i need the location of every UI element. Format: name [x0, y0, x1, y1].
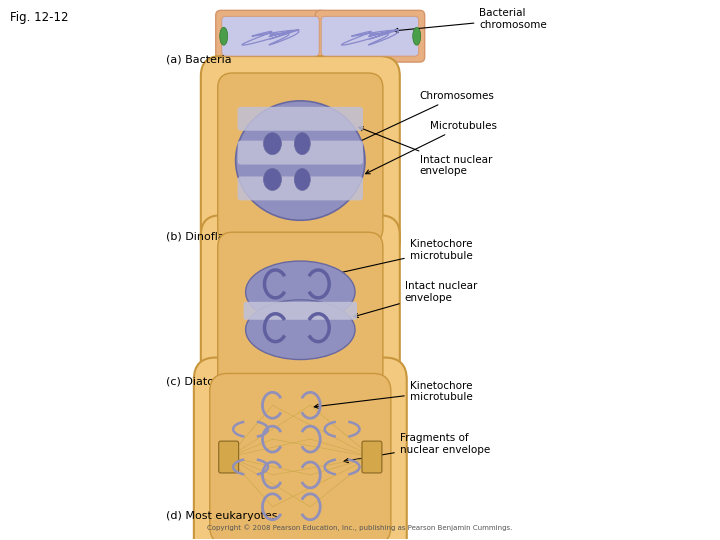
Ellipse shape — [413, 27, 420, 45]
FancyBboxPatch shape — [243, 302, 357, 320]
Text: Kinetochore
microtubule: Kinetochore microtubule — [334, 239, 472, 275]
Ellipse shape — [246, 261, 355, 323]
Text: (c) Diatoms and yeasts: (c) Diatoms and yeasts — [166, 377, 295, 387]
FancyBboxPatch shape — [238, 140, 363, 165]
FancyBboxPatch shape — [219, 441, 238, 473]
Text: Intact nuclear
envelope: Intact nuclear envelope — [359, 127, 492, 177]
FancyBboxPatch shape — [201, 56, 400, 260]
FancyBboxPatch shape — [201, 215, 400, 409]
FancyBboxPatch shape — [217, 232, 383, 393]
FancyBboxPatch shape — [194, 357, 407, 540]
Text: Fig. 12-12: Fig. 12-12 — [10, 11, 68, 24]
Text: Fragments of
nuclear envelope: Fragments of nuclear envelope — [344, 433, 490, 463]
FancyBboxPatch shape — [222, 16, 319, 56]
Text: Bacterial
chromosome: Bacterial chromosome — [394, 9, 547, 32]
Text: (b) Dinoflagellates: (b) Dinoflagellates — [166, 232, 269, 242]
Text: Intact nuclear
envelope: Intact nuclear envelope — [354, 281, 477, 318]
Ellipse shape — [220, 27, 228, 45]
Ellipse shape — [294, 133, 310, 154]
FancyBboxPatch shape — [238, 177, 363, 200]
Ellipse shape — [264, 133, 282, 154]
FancyBboxPatch shape — [216, 10, 325, 62]
Text: (a) Bacteria: (a) Bacteria — [166, 54, 232, 64]
Text: (d) Most eukaryotes: (d) Most eukaryotes — [166, 511, 277, 521]
FancyBboxPatch shape — [362, 441, 382, 473]
Text: Chromosomes: Chromosomes — [286, 91, 495, 176]
Text: Copyright © 2008 Pearson Education, Inc., publishing as Pearson Benjamin Cumming: Copyright © 2008 Pearson Education, Inc.… — [207, 524, 513, 531]
Ellipse shape — [294, 168, 310, 191]
FancyBboxPatch shape — [238, 107, 363, 131]
FancyBboxPatch shape — [217, 73, 383, 243]
FancyBboxPatch shape — [210, 374, 391, 540]
Ellipse shape — [235, 101, 365, 220]
Text: Microtubules: Microtubules — [366, 121, 497, 174]
FancyBboxPatch shape — [321, 16, 419, 56]
Text: Kinetochore
microtubule: Kinetochore microtubule — [314, 381, 472, 408]
FancyBboxPatch shape — [315, 10, 425, 62]
Ellipse shape — [246, 300, 355, 360]
Ellipse shape — [264, 168, 282, 191]
